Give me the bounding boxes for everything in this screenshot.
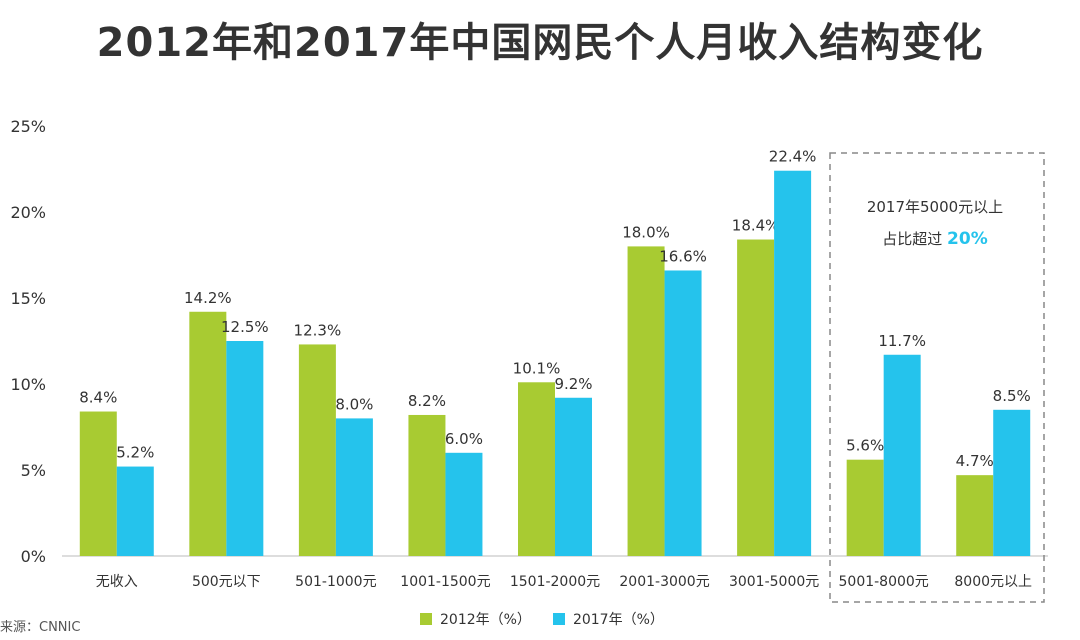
- y-tick-label: 10%: [10, 375, 46, 394]
- bar-2017: [445, 452, 483, 556]
- data-label: 6.0%: [445, 430, 483, 448]
- x-tick-label: 500元以下: [192, 574, 261, 590]
- data-label: 14.2%: [184, 289, 232, 307]
- y-tick-label: 0%: [21, 547, 46, 566]
- annotation-highlight: 20%: [947, 229, 988, 249]
- y-tick-label: 15%: [10, 289, 46, 308]
- annotation-prefix: 占比超过: [882, 230, 947, 248]
- data-label: 18.4%: [732, 217, 780, 235]
- bar-2017: [116, 466, 154, 556]
- bar-2012: [298, 344, 336, 556]
- data-label: 16.6%: [659, 247, 707, 265]
- bar-2012: [189, 311, 227, 556]
- bar-2012: [518, 382, 555, 556]
- y-tick-label: 5%: [21, 461, 46, 480]
- bar-2017: [774, 170, 812, 556]
- source-note: 来源：CNNIC: [0, 620, 81, 635]
- x-tick-label: 3001-5000元: [729, 574, 819, 590]
- legend-label-2017: 2017年（%）: [572, 612, 664, 628]
- data-label: 4.7%: [956, 452, 994, 470]
- legend-item-2012: 2012年（%）: [420, 609, 531, 629]
- bar-2012: [79, 411, 117, 556]
- annotation-line2: 占比超过 20%: [882, 229, 987, 249]
- bar-2017: [664, 270, 702, 556]
- bar-2012: [627, 246, 665, 556]
- legend-swatch-2017: [552, 613, 565, 625]
- legend-swatch-2012: [420, 613, 432, 625]
- data-label: 9.2%: [554, 375, 592, 393]
- bar-2012: [846, 459, 884, 556]
- data-label: 18.0%: [622, 223, 670, 241]
- data-label: 11.7%: [878, 332, 926, 350]
- data-label: 12.3%: [294, 321, 342, 339]
- chart-title: 2012年和2017年中国网民个人月收入结构变化: [96, 20, 984, 66]
- x-tick-label: 8000元以上: [954, 574, 1032, 590]
- y-tick-label: 25%: [10, 117, 46, 136]
- data-label: 8.0%: [335, 395, 373, 413]
- bar-2012: [408, 414, 446, 556]
- data-label: 12.5%: [221, 318, 269, 336]
- annotation-line1: 2017年5000元以上: [867, 198, 1003, 216]
- x-tick-label: 5001-8000元: [839, 574, 929, 590]
- data-label: 10.1%: [513, 359, 561, 377]
- legend-item-2017: 2017年（%）: [552, 609, 664, 629]
- data-label: 22.4%: [769, 148, 817, 166]
- x-tick-label: 501-1000元: [295, 574, 376, 590]
- x-tick-label: 无收入: [96, 574, 138, 590]
- x-tick-label: 1501-2000元: [510, 574, 600, 590]
- bar-2017: [993, 409, 1031, 556]
- data-label: 8.5%: [993, 387, 1031, 405]
- bar-2017: [226, 341, 264, 556]
- legend: 2012年（%） 2017年（%）: [420, 609, 664, 629]
- bar-2017: [883, 354, 921, 556]
- bar-2012: [956, 475, 994, 556]
- x-tick-label: 1001-1500元: [400, 574, 490, 590]
- legend-label-2012: 2012年（%）: [440, 612, 531, 628]
- bar-2017: [335, 418, 373, 556]
- data-label: 5.6%: [846, 437, 884, 455]
- y-tick-label: 20%: [10, 203, 46, 222]
- highlight-box: [829, 152, 1045, 603]
- data-label: 5.2%: [116, 444, 154, 462]
- data-label: 8.2%: [408, 392, 446, 410]
- bar-2012: [737, 239, 775, 556]
- x-tick-label: 2001-3000元: [619, 574, 709, 590]
- data-label: 8.4%: [79, 389, 117, 407]
- bar-2017: [555, 397, 592, 556]
